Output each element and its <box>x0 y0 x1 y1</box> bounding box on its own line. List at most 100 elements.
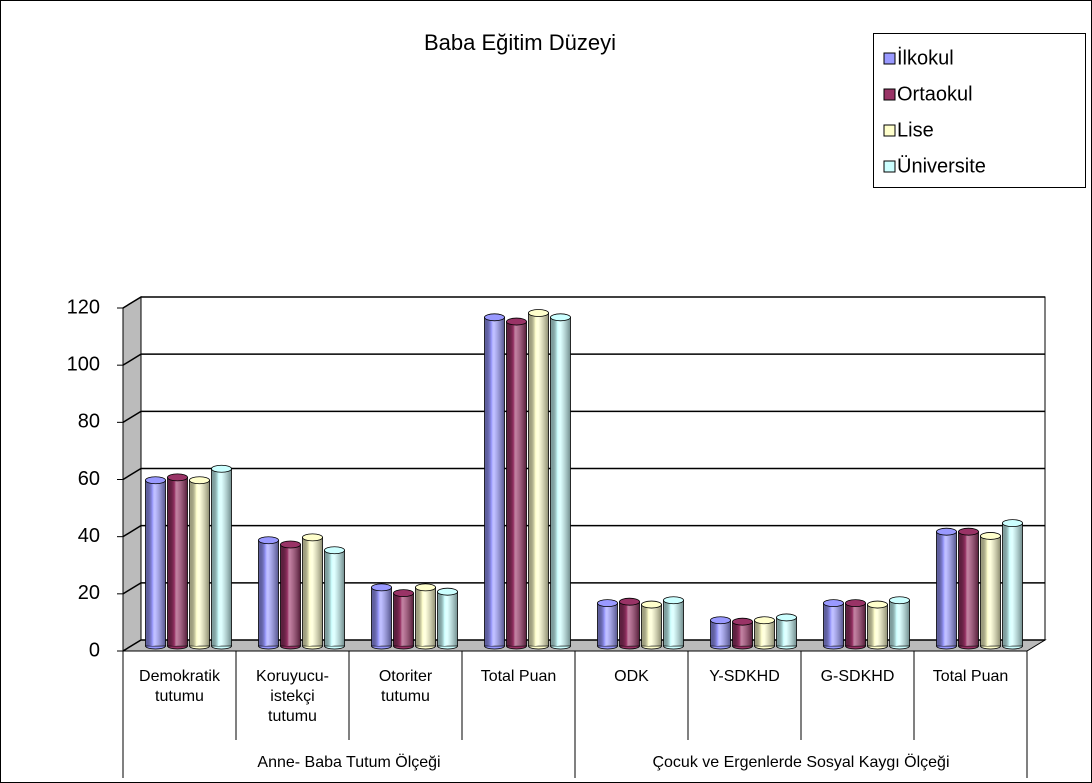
bar-shade <box>437 591 458 646</box>
bar-top <box>258 536 279 545</box>
grid-line <box>122 467 1045 481</box>
bar-shade <box>528 313 549 646</box>
bar-top <box>597 599 618 608</box>
group-label: Anne- Baba Tutum Ölçeği <box>257 753 440 771</box>
x-tick-label: tutumu <box>155 688 204 705</box>
bar-shade <box>597 603 618 646</box>
x-tick-label: Total Puan <box>481 668 557 685</box>
bar-shade <box>980 535 1001 646</box>
bar-shade <box>302 537 323 646</box>
y-tick-label: 20 <box>78 582 100 604</box>
bar-top <box>211 464 232 473</box>
bar-top <box>619 597 640 606</box>
y-tick-label: 80 <box>78 411 100 433</box>
x-tick-label: Total Puan <box>933 668 1009 685</box>
bar-top <box>710 616 731 625</box>
bar-shade <box>936 531 957 646</box>
bar-top <box>776 613 797 622</box>
bar-top <box>437 587 458 596</box>
bar-top <box>167 473 188 482</box>
bar-top <box>823 599 844 608</box>
bar-top <box>280 540 301 549</box>
grid-line <box>122 410 1045 423</box>
bar-top <box>371 583 392 592</box>
x-tick-label: Y-SDKHD <box>709 668 780 685</box>
legend-swatch <box>883 160 896 173</box>
bar-shade <box>1002 523 1023 646</box>
legend-swatch <box>883 88 896 101</box>
bar-top <box>189 476 210 485</box>
bar-shade <box>845 603 866 646</box>
x-tick-label: ODK <box>614 668 649 685</box>
bar-shade <box>710 620 731 646</box>
bar-top <box>550 313 571 322</box>
bar-top <box>145 476 166 485</box>
legend-label: Ortaokul <box>897 83 973 105</box>
grid-line <box>122 524 1045 538</box>
x-tick-label: tutumu <box>268 708 317 725</box>
bar-shade <box>258 540 279 646</box>
bar-shade <box>732 621 753 646</box>
y-tick-label: 100 <box>67 353 100 375</box>
bar-top <box>867 600 888 609</box>
bar-top <box>980 532 1001 540</box>
x-tick-label: Koruyucu- <box>256 668 329 685</box>
bar-top <box>1002 519 1023 527</box>
grid-line <box>122 353 1045 366</box>
x-tick-label: Demokratik <box>139 668 221 685</box>
bar-top <box>732 617 753 626</box>
bar-shade <box>641 604 662 646</box>
y-tick-label: 60 <box>78 468 100 490</box>
bar-shade <box>484 317 505 646</box>
bar-shade <box>663 600 684 646</box>
bar-shade <box>550 317 571 646</box>
bar-top <box>415 583 436 592</box>
bar-shade <box>867 604 888 646</box>
bar-shade <box>167 477 188 646</box>
bar-shade <box>776 617 797 646</box>
bar-shade <box>371 587 392 646</box>
group-label: Çocuk ve Ergenlerde Sosyal Kaygı Ölçeği <box>652 753 949 771</box>
x-tick-label: Otoriter <box>379 668 433 685</box>
bar-top <box>393 589 414 598</box>
bar-top <box>324 546 345 555</box>
legend-label: Üniversite <box>897 155 986 177</box>
bar-shade <box>393 593 414 646</box>
bar-shade <box>823 603 844 646</box>
bar-shade <box>211 468 232 646</box>
legend-box <box>873 33 1086 188</box>
legend-label: İlkokul <box>897 46 954 69</box>
y-tick-label: 120 <box>67 296 100 318</box>
bar-shade <box>754 620 775 646</box>
legend-swatch <box>883 52 896 65</box>
bar-top <box>641 600 662 609</box>
bar-top <box>663 596 684 605</box>
x-tick-label: G-SDKHD <box>821 668 895 685</box>
bar-shade <box>415 587 436 646</box>
y-tick-label: 40 <box>78 525 100 547</box>
bar-shade <box>619 601 640 646</box>
bar-shade <box>324 550 345 646</box>
bar-shade <box>145 480 166 646</box>
grid-line <box>122 582 1045 595</box>
bar-top <box>958 527 979 536</box>
grid-line <box>122 296 1045 309</box>
bar-top <box>484 313 505 322</box>
bar-top <box>845 599 866 608</box>
legend-label: Lise <box>897 119 934 141</box>
bar-top <box>302 533 323 542</box>
bar-top <box>936 527 957 536</box>
bar-top <box>506 317 527 326</box>
legend-swatch <box>883 124 896 137</box>
bar-top <box>889 596 910 605</box>
x-tick-label: istekçi <box>270 688 314 705</box>
bar-top <box>528 309 549 317</box>
bar-shade <box>958 531 979 646</box>
bar-shade <box>889 600 910 646</box>
bar-shade <box>280 544 301 646</box>
bar-shade <box>506 321 527 646</box>
chart-title: Baba Eğitim Düzeyi <box>424 30 616 55</box>
x-tick-label: tutumu <box>381 688 430 705</box>
y-tick-label: 0 <box>89 639 100 661</box>
